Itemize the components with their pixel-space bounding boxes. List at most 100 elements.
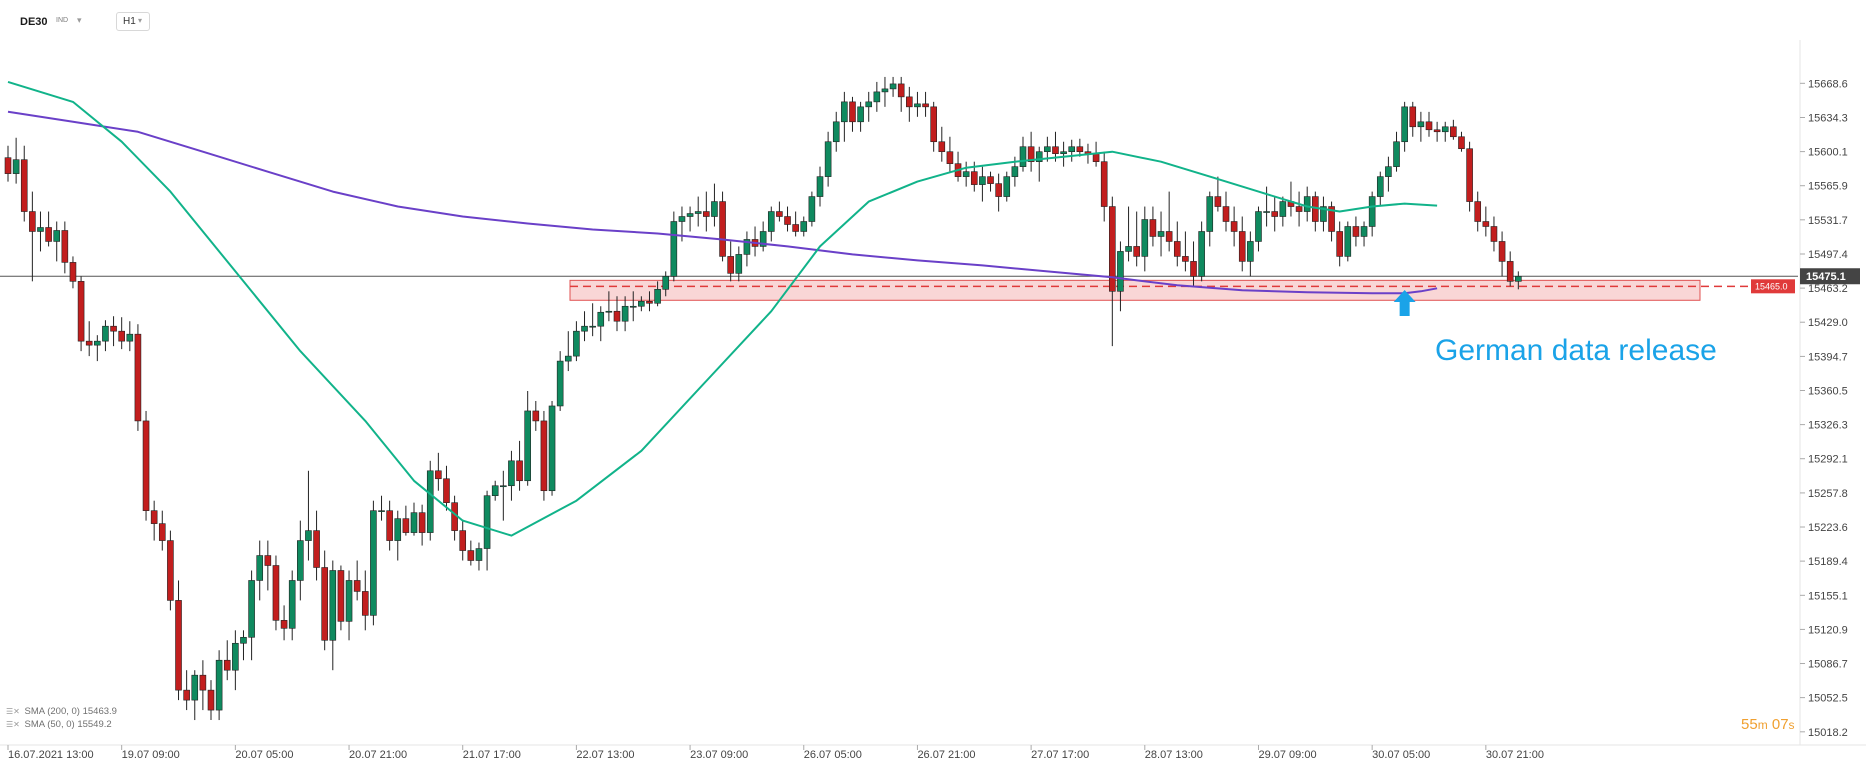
- candle: [337, 565, 345, 631]
- candle: [711, 183, 718, 227]
- candle: [386, 500, 393, 551]
- candle-body: [1173, 241, 1181, 257]
- candle: [1466, 141, 1473, 212]
- x-tick-label: 30.07 21:00: [1486, 749, 1544, 761]
- candle-body: [264, 555, 272, 566]
- candle-body: [930, 106, 937, 143]
- candle-body: [1198, 231, 1205, 277]
- candle-body: [946, 151, 954, 164]
- timer-minutes-unit: m: [1757, 718, 1768, 732]
- symbol-dropdown-icon[interactable]: ▾: [77, 15, 82, 25]
- candle-body: [759, 231, 767, 247]
- candle: [1328, 201, 1335, 242]
- candle: [418, 504, 426, 546]
- candle-body: [1360, 226, 1368, 237]
- candle-body: [735, 254, 743, 274]
- candle: [1125, 206, 1132, 262]
- candle-body: [962, 171, 970, 177]
- candle: [532, 400, 540, 431]
- candle-body: [1441, 126, 1449, 133]
- candle: [1352, 216, 1360, 247]
- candle: [662, 271, 670, 297]
- candle-body: [443, 478, 450, 503]
- candle-body: [906, 96, 913, 108]
- candle: [629, 291, 637, 322]
- sma-line: [7, 110, 1438, 295]
- y-tick-label: 15155.1: [1808, 590, 1848, 602]
- candle: [207, 680, 215, 721]
- candle: [85, 321, 93, 357]
- settings-icon[interactable]: ☰✕: [6, 707, 20, 716]
- candle-body: [1474, 201, 1482, 222]
- candle: [297, 520, 304, 601]
- candle: [378, 495, 385, 521]
- candle-body: [1352, 226, 1360, 237]
- candle: [29, 191, 36, 282]
- candle-body: [1409, 106, 1417, 128]
- candle: [987, 171, 994, 192]
- candle: [824, 131, 832, 187]
- candle-body: [61, 230, 69, 263]
- candle: [1312, 191, 1319, 232]
- sma-line: [7, 80, 1438, 537]
- candle-body: [426, 470, 434, 533]
- candle: [1027, 131, 1035, 172]
- indicator-label: SMA (50, 0): [24, 719, 75, 730]
- candle-body: [410, 512, 418, 533]
- candle: [1417, 111, 1425, 142]
- candle-body: [556, 360, 564, 407]
- candle: [443, 465, 450, 511]
- candle: [857, 101, 864, 132]
- candle: [1279, 196, 1287, 227]
- candle-body: [938, 141, 946, 153]
- candle-body: [483, 495, 491, 549]
- symbol-label[interactable]: DE30: [20, 16, 48, 28]
- candle: [20, 145, 28, 222]
- candle: [589, 303, 596, 337]
- candle-body: [491, 485, 499, 497]
- candle-body: [767, 211, 775, 232]
- candle-body: [857, 106, 864, 123]
- timeframe-selector[interactable]: H1 ▾: [116, 12, 150, 31]
- candle-body: [134, 333, 142, 422]
- candle: [946, 136, 954, 172]
- candle: [922, 91, 929, 117]
- candle-body: [548, 405, 556, 492]
- candle-body: [1303, 196, 1311, 212]
- candle-body: [711, 201, 718, 217]
- candle: [102, 320, 109, 352]
- candle-body: [288, 580, 296, 629]
- candle-body: [1401, 106, 1408, 143]
- x-tick-label: 21.07 17:00: [463, 749, 521, 761]
- candle-body: [142, 420, 150, 511]
- candle-body: [922, 103, 929, 108]
- candle: [394, 510, 402, 561]
- candle: [1450, 119, 1457, 140]
- candle-body: [873, 91, 881, 103]
- candle-body: [1482, 221, 1490, 227]
- settings-icon[interactable]: ☰✕: [6, 720, 20, 729]
- candle: [524, 391, 531, 486]
- timer-seconds-unit: s: [1788, 718, 1795, 732]
- indicator-legend-sma200[interactable]: ☰✕ SMA (200, 0) 15463.9: [6, 706, 117, 717]
- candle-body: [1320, 206, 1327, 222]
- candle-body: [1214, 196, 1222, 207]
- indicator-legend-sma50[interactable]: ☰✕ SMA (50, 0) 15549.2: [6, 719, 112, 730]
- candle-body: [1027, 146, 1035, 162]
- candle: [638, 296, 645, 312]
- candle: [118, 317, 125, 350]
- candle-body: [394, 518, 402, 541]
- candle: [223, 640, 231, 681]
- candle: [1368, 191, 1376, 237]
- candle-body: [53, 230, 61, 242]
- candle: [1198, 221, 1205, 282]
- candle: [1482, 206, 1490, 237]
- candle: [548, 400, 556, 496]
- candle: [1165, 191, 1173, 252]
- candle: [556, 351, 564, 411]
- candle-body: [402, 518, 410, 533]
- x-tick-label: 26.07 21:00: [917, 749, 975, 761]
- candle: [256, 540, 264, 601]
- candle-body: [1368, 196, 1376, 227]
